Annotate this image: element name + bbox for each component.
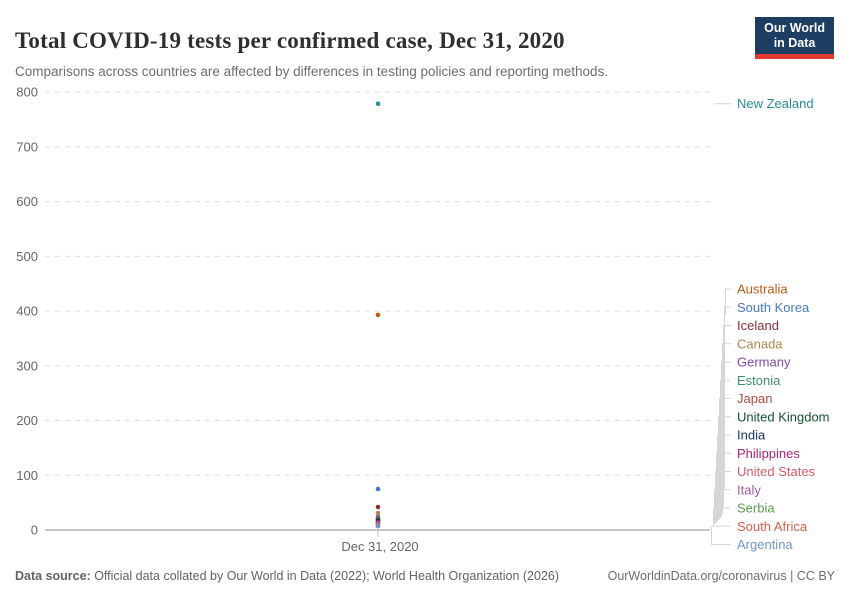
country-label-south-africa[interactable]: South Africa	[737, 519, 808, 534]
leader-line-south-korea	[724, 306, 731, 489]
data-source-note: Data source: Official data collated by O…	[15, 569, 559, 583]
y-tick-label: 300	[16, 358, 38, 373]
data-source-label: Data source:	[15, 569, 91, 583]
chart-footer: Data source: Official data collated by O…	[15, 569, 835, 583]
country-label-japan[interactable]: Japan	[737, 391, 772, 406]
leader-line-united-states	[715, 471, 731, 524]
country-label-serbia[interactable]: Serbia	[737, 501, 775, 516]
x-tick-label: Dec 31, 2020	[341, 539, 418, 554]
owid-logo-line2: in Data	[773, 36, 816, 50]
leader-line-estonia	[720, 379, 731, 518]
country-label-germany[interactable]: Germany	[737, 355, 791, 370]
data-point-argentina[interactable]	[375, 523, 381, 529]
data-point-new-zealand[interactable]	[375, 101, 381, 106]
country-label-united-kingdom[interactable]: United Kingdom	[737, 409, 830, 424]
chart-subtitle: Comparisons across countries are affecte…	[15, 63, 609, 79]
leader-line-india	[717, 434, 731, 522]
y-tick-label: 600	[16, 194, 38, 209]
country-label-new-zealand[interactable]: New Zealand	[737, 96, 814, 111]
country-label-australia[interactable]: Australia	[737, 282, 788, 297]
leader-line-canada	[722, 343, 731, 514]
country-label-united-states[interactable]: United States	[737, 464, 816, 479]
y-tick-label: 0	[31, 523, 38, 538]
leader-line-south-africa	[712, 525, 731, 527]
owid-logo-stripe	[755, 54, 834, 59]
leader-line-italy	[714, 489, 731, 524]
leader-line-australia	[725, 288, 731, 315]
data-source-text: Official data collated by Our World in D…	[90, 569, 560, 583]
y-tick-label: 500	[16, 249, 38, 264]
owid-logo[interactable]: Our World in Data	[755, 17, 834, 59]
country-label-philippines[interactable]: Philippines	[737, 446, 800, 461]
data-point-australia[interactable]	[375, 312, 381, 318]
country-label-south-korea[interactable]: South Korea	[737, 300, 810, 315]
y-tick-label: 100	[16, 468, 38, 483]
leader-line-serbia	[713, 507, 731, 526]
data-point-iceland[interactable]	[375, 504, 381, 510]
country-label-canada[interactable]: Canada	[737, 336, 783, 351]
y-tick-label: 700	[16, 139, 38, 154]
leader-line-iceland	[723, 325, 731, 508]
license-link[interactable]: OurWorldinData.org/coronavirus | CC BY	[607, 569, 835, 583]
y-tick-label: 400	[16, 304, 38, 319]
data-point-south-korea[interactable]	[375, 486, 381, 492]
leader-line-philippines	[716, 452, 731, 523]
data-point-canada[interactable]	[375, 510, 381, 516]
leader-line-argentina	[711, 526, 731, 545]
country-label-estonia[interactable]: Estonia	[737, 373, 781, 388]
y-tick-label: 800	[16, 85, 38, 100]
country-label-india[interactable]: India	[737, 428, 766, 443]
country-label-iceland[interactable]: Iceland	[737, 318, 779, 333]
country-label-italy[interactable]: Italy	[737, 482, 761, 497]
leader-line-united-kingdom	[718, 416, 731, 521]
y-tick-label: 200	[16, 413, 38, 428]
owid-logo-line1: Our World	[764, 21, 825, 35]
country-label-argentina[interactable]: Argentina	[737, 537, 793, 552]
chart-title: Total COVID-19 tests per confirmed case,…	[15, 28, 565, 54]
leader-line-japan	[719, 398, 731, 520]
leader-line-germany	[721, 361, 731, 517]
